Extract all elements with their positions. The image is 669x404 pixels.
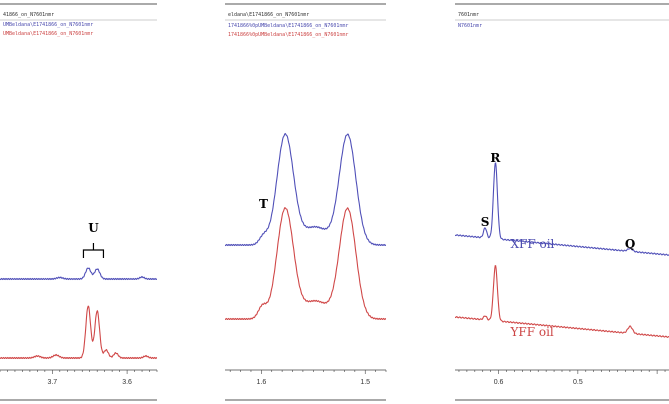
peak-label-S: S xyxy=(481,215,490,229)
x-tick-label: 1.6 xyxy=(256,379,266,386)
spectrum-filename: UMBeldana\E1741866_on_N7601nmr xyxy=(3,31,93,37)
peak-bracket xyxy=(82,243,105,258)
spectrum-trace-1 xyxy=(225,132,386,247)
spectrum-filename: eldana\E1741866_on_N7601nmr xyxy=(228,12,309,18)
series-label: YFF oil xyxy=(509,325,553,339)
spectrum-trace-1 xyxy=(0,267,157,281)
series-label: XFF oil xyxy=(510,237,554,251)
x-tick-label: 3.7 xyxy=(47,379,57,386)
spectrum-trace-2 xyxy=(225,207,386,321)
x-tick-label: 1.5 xyxy=(360,379,370,386)
spectrum-filename: 1741866%0pUMBeldana\E1741866_on_N7601nmr xyxy=(228,32,348,38)
panel-middle: eldana\E1741866_on_N7601nmr 1741866%0pUMB… xyxy=(225,3,387,401)
peak-label-R: R xyxy=(490,151,501,165)
spectrum-trace-1 xyxy=(455,162,669,256)
peak-label-U: U xyxy=(88,221,99,235)
panel-left: 41866_on_N7601nmr UMBeldana\E1741866_on_N… xyxy=(0,3,158,401)
spectrum-trace-2 xyxy=(0,305,157,360)
panel-right: 7601nmr N7601nmr 0.6 0.5 S R Q XFF oil YFF oil xyxy=(455,3,669,401)
x-tick-label: 3.6 xyxy=(122,379,132,386)
spectrum-filename: N7601nmr xyxy=(458,23,482,29)
spectrum-filename: 41866_on_N7601nmr xyxy=(3,12,54,18)
peak-label-T: T xyxy=(259,197,268,211)
peak-label-Q: Q xyxy=(625,237,635,251)
spectrum-trace-2 xyxy=(455,265,669,338)
spectrum-filename: 7601nmr xyxy=(458,12,479,18)
x-tick-label: 0.5 xyxy=(573,379,583,386)
x-tick-label: 0.6 xyxy=(494,379,504,386)
spectrum-filename: UMBeldana\E1741866_on_N7601nmr xyxy=(3,22,93,28)
spectrum-filename: 1741866%0pUMBeldana\E1741866_on_N7601nmr xyxy=(228,23,348,29)
